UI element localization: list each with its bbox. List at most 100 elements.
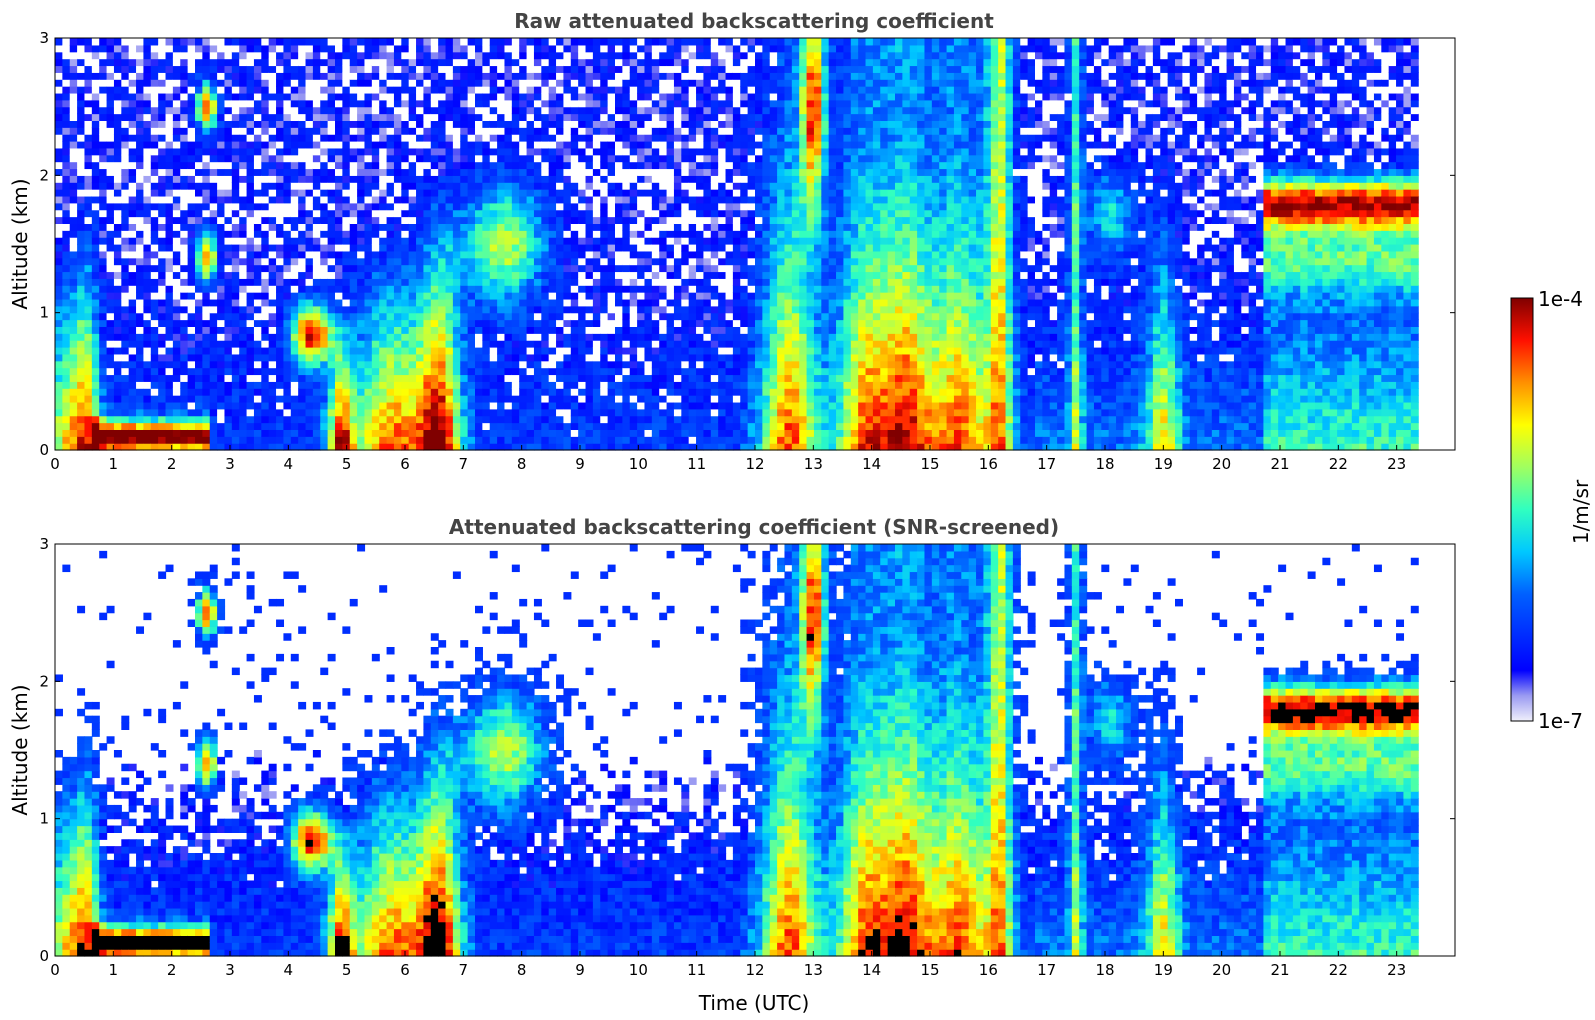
heatmap-cell [438,347,446,354]
heatmap-cell [431,100,439,107]
heatmap-cell [644,374,652,381]
heatmap-cell [364,127,372,134]
heatmap-cell [556,59,564,66]
heatmap-cell [298,313,306,320]
heatmap-cell [490,189,498,196]
heatmap-cell [372,313,380,320]
heatmap-cell [482,52,490,59]
heatmap-cell [586,59,594,66]
heatmap-cell [497,271,505,278]
heatmap-cell [446,230,454,237]
heatmap-cell [188,251,196,258]
heatmap-cell [306,306,314,313]
heatmap-cell [77,155,85,162]
heatmap-cell [644,217,652,224]
heatmap-cell [630,251,638,258]
heatmap-cell [593,134,601,141]
heatmap-cell [593,93,601,100]
heatmap-cell [254,251,262,258]
heatmap-cell [423,436,431,443]
heatmap-cell [659,443,667,450]
heatmap-cell [608,237,616,244]
heatmap-cell [453,292,461,299]
heatmap-cell [468,416,476,423]
heatmap-cell [667,381,675,388]
heatmap-cell [586,285,594,292]
heatmap-cell [504,72,512,79]
heatmap-cell [527,217,535,224]
heatmap-cell [283,278,291,285]
heatmap-cell [328,217,336,224]
heatmap-cell [372,120,380,127]
heatmap-cell [571,429,579,436]
heatmap-cell [239,134,247,141]
heatmap-cell [291,230,299,237]
heatmap-cell [84,409,92,416]
heatmap-cell [438,127,446,134]
heatmap-cell [70,162,78,169]
heatmap-cell [276,258,284,265]
heatmap-cell [254,38,262,45]
heatmap-cell [143,347,151,354]
heatmap-cell [283,223,291,230]
heatmap-cell [107,416,115,423]
heatmap-cell [313,313,321,320]
heatmap-cell [350,45,358,52]
heatmap-cell [261,368,269,375]
heatmap-cell [99,134,107,141]
heatmap-cell [541,155,549,162]
heatmap-cell [512,107,520,114]
heatmap-cell [423,114,431,121]
raw-heatmap [55,38,1419,451]
heatmap-cell [55,313,63,320]
heatmap-cell [586,381,594,388]
heatmap-cell [70,210,78,217]
heatmap-cell [460,265,468,272]
heatmap-cell [62,265,70,272]
heatmap-cell [55,409,63,416]
heatmap-cell [549,203,557,210]
heatmap-cell [269,237,277,244]
heatmap-cell [70,265,78,272]
heatmap-cell [460,271,468,278]
heatmap-cell [217,354,225,361]
heatmap-cell [166,265,174,272]
heatmap-cell [107,320,115,327]
heatmap-cell [188,86,196,93]
heatmap-cell [173,354,181,361]
heatmap-cell [541,59,549,66]
heatmap-cell [468,320,476,327]
heatmap-cell [328,52,336,59]
heatmap-cell [475,443,483,450]
heatmap-cell [232,175,240,182]
heatmap-cell [350,86,358,93]
heatmap-cell [490,127,498,134]
heatmap-cell [578,217,586,224]
heatmap-cell [593,285,601,292]
heatmap-cell [394,361,402,368]
heatmap-cell [158,114,166,121]
heatmap-cell [291,100,299,107]
heatmap-cell [637,100,645,107]
heatmap-cell [431,395,439,402]
heatmap-cell [586,258,594,265]
heatmap-cell [55,436,63,443]
heatmap-cell [504,340,512,347]
heatmap-cell [438,65,446,72]
heatmap-cell [77,354,85,361]
heatmap-cell [438,107,446,114]
heatmap-cell [335,93,343,100]
heatmap-cell [328,79,336,86]
heatmap-cell [549,395,557,402]
heatmap-cell [541,271,549,278]
heatmap-cell [143,196,151,203]
heatmap-cell [431,52,439,59]
heatmap-cell [600,155,608,162]
heatmap-cell [409,395,417,402]
heatmap-cell [453,72,461,79]
heatmap-cell [608,162,616,169]
heatmap-cell [652,299,660,306]
heatmap-cell [276,86,284,93]
heatmap-cell [239,381,247,388]
heatmap-cell [527,381,535,388]
